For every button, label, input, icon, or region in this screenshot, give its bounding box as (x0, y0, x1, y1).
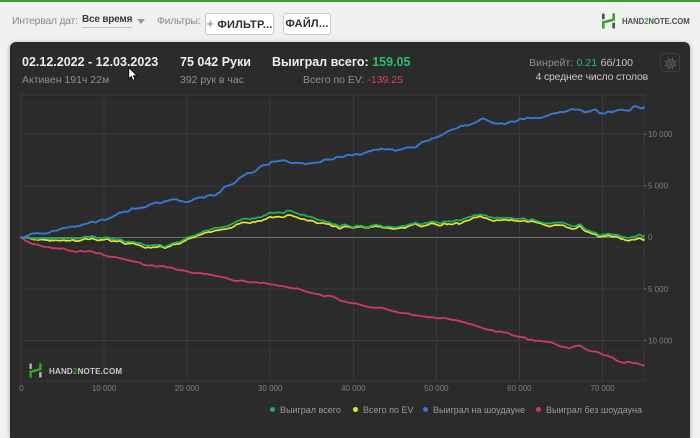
svg-text:20 000: 20 000 (175, 384, 200, 393)
svg-text:0: 0 (648, 233, 653, 242)
svg-text:10 000: 10 000 (648, 337, 673, 346)
svg-text:30 000: 30 000 (258, 384, 283, 393)
svg-text:5 000: 5 000 (648, 182, 669, 191)
svg-text:50 000: 50 000 (424, 384, 449, 393)
svg-text:60 000: 60 000 (507, 384, 532, 393)
svg-text:5 000: 5 000 (648, 285, 669, 294)
svg-text:10 000: 10 000 (92, 384, 117, 393)
svg-text:70 000: 70 000 (590, 384, 615, 393)
svg-text:40 000: 40 000 (341, 384, 366, 393)
svg-text:10 000: 10 000 (648, 130, 673, 139)
svg-text:0: 0 (19, 384, 24, 393)
